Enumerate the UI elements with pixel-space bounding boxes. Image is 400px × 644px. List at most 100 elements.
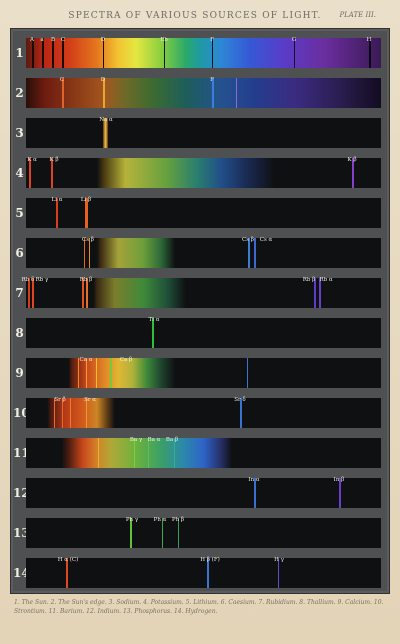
spectrum-row-3: 3 Na α [11, 113, 389, 153]
label-strip: Tl α [26, 317, 381, 324]
line-label: Na α [99, 117, 113, 123]
row-number: 4 [15, 166, 24, 180]
row-number: 13 [13, 526, 30, 540]
plate-title: SPECTRA OF VARIOUS SOURCES OF LIGHT. [68, 11, 322, 21]
emission-line [339, 478, 341, 508]
line-label: D [100, 77, 106, 83]
line-label: Rb β [79, 277, 93, 283]
emission-line [82, 278, 84, 308]
label-strip: H α (C) H β (F) H γ [26, 557, 381, 564]
emission-line [247, 358, 248, 388]
spectrum-band [26, 518, 381, 548]
emission-line [178, 518, 179, 548]
row-number: 12 [13, 486, 30, 500]
label-strip: C D F [26, 77, 381, 84]
label-strip: Rb δ Rb γ Rb β Rb β Rb α [22, 277, 381, 284]
line-label: Ca α [79, 357, 93, 363]
emission-line [66, 558, 68, 588]
emission-line [152, 318, 154, 348]
spectrum-band [26, 318, 381, 348]
row-number: 8 [15, 326, 24, 340]
emission-line [278, 558, 279, 588]
spectrum-row-11: 11 Ba γ Ba α Ba β [11, 433, 389, 473]
row-number: 2 [15, 86, 24, 100]
line-label: Tl α [148, 317, 160, 323]
row-number: 7 [15, 286, 24, 300]
line-label: Cs β [82, 237, 94, 243]
emission-line [86, 278, 88, 308]
absorption-line [52, 38, 54, 68]
line-label: Li α [51, 197, 63, 203]
line-label: Li β [80, 197, 92, 203]
spectrum-band [26, 438, 381, 468]
emission-line [103, 78, 105, 108]
spectrum-row-14: 14 H α (C) H β (F) H γ [11, 553, 389, 593]
row-number: 11 [13, 446, 30, 460]
line-label: G [291, 37, 297, 43]
spectrum-row-13: 13 Ph γ Ph α Ph β [11, 513, 389, 553]
line-label: C [60, 37, 66, 43]
line-label: B [50, 37, 56, 43]
line-label: Cs β [242, 237, 254, 243]
emission-line [98, 438, 99, 468]
spectrum-band [26, 558, 381, 588]
line-label: H [366, 37, 372, 43]
spectrum-row-9: 9 Ca α Ca β [11, 353, 389, 393]
emission-line [29, 158, 31, 188]
line-label: K β [49, 157, 59, 163]
label-strip: Sr β Sr α Sr δ [26, 397, 381, 404]
label-strip: Na α [26, 117, 381, 124]
emission-line [85, 198, 88, 228]
emission-line [32, 278, 34, 308]
spectrum-band [26, 398, 381, 428]
spectrum-row-12: 12 In α In β [11, 473, 389, 513]
emission-line [62, 78, 64, 108]
spectrum-row-5: 5 Li α Li β [11, 193, 389, 233]
emission-line [148, 438, 149, 468]
emission-line [314, 278, 316, 308]
absorption-line [62, 38, 64, 68]
absorption-line [369, 38, 371, 68]
spectrum-band [26, 118, 381, 148]
label-strip: Li α Li β [26, 197, 381, 204]
emission-line [28, 278, 30, 308]
row-number: 5 [15, 206, 24, 220]
emission-line [89, 238, 90, 268]
plate-caption: 1. The Sun. 2. The Sun's edge. 3. Sodium… [14, 599, 384, 615]
emission-line [54, 398, 55, 428]
emission-line [86, 358, 87, 388]
emission-line [254, 478, 256, 508]
line-label: Cs α [259, 237, 273, 243]
label-strip: Ph γ Ph α Ph β [26, 517, 381, 524]
plate-number: PLATE III. [339, 11, 376, 19]
spectrum-row-2: 2 C D F [11, 73, 389, 113]
absorption-line [103, 38, 104, 68]
row-number: 1 [15, 46, 24, 60]
emission-line [103, 118, 108, 148]
line-label: K α [27, 157, 37, 163]
spectrum-row-6: 6 Cs β Cs β Cs α [11, 233, 389, 273]
line-label: Sr β [54, 397, 66, 403]
spectra-frame: 1 A a B C D Eb F G H [10, 28, 390, 594]
spectrum-band [26, 38, 381, 68]
absorption-line [294, 38, 295, 68]
line-label: Rb α [319, 277, 333, 283]
line-label: A [30, 37, 34, 43]
line-label: a [40, 37, 44, 43]
emission-line [240, 398, 242, 428]
emission-line [130, 518, 132, 548]
line-label: Ba γ [129, 437, 143, 443]
emission-line [207, 558, 209, 588]
spectrum-band [26, 478, 381, 508]
emission-line [86, 398, 87, 428]
line-label: In β [333, 477, 345, 483]
spectrum-row-7: 7 Rb δ Rb γ Rb β Rb β Rb α [11, 273, 389, 313]
emission-line [84, 238, 85, 268]
emission-line [56, 198, 58, 228]
absorption-line [32, 38, 34, 68]
spectrum-row-8: 8 Tl α [11, 313, 389, 353]
spectrum-row-1: 1 A a B C D Eb F G H [11, 33, 389, 73]
line-label: H β (F) [200, 557, 220, 563]
spectrum-band [26, 198, 381, 228]
line-label: Ba β [165, 437, 179, 443]
